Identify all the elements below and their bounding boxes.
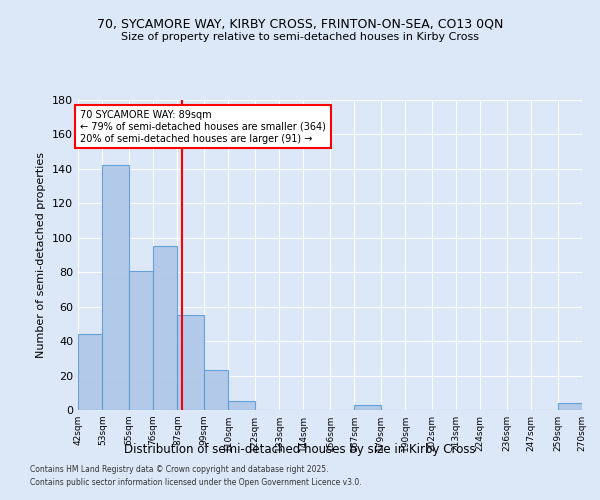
Y-axis label: Number of semi-detached properties: Number of semi-detached properties [37, 152, 46, 358]
Text: Size of property relative to semi-detached houses in Kirby Cross: Size of property relative to semi-detach… [121, 32, 479, 42]
Bar [355, 405, 381, 410]
Text: Distribution of semi-detached houses by size in Kirby Cross: Distribution of semi-detached houses by … [124, 442, 476, 456]
Bar [153, 246, 178, 410]
Bar [78, 334, 103, 410]
Bar [129, 270, 153, 410]
Bar [103, 166, 129, 410]
Text: Contains public sector information licensed under the Open Government Licence v3: Contains public sector information licen… [30, 478, 362, 487]
Text: 70 SYCAMORE WAY: 89sqm
← 79% of semi-detached houses are smaller (364)
20% of se: 70 SYCAMORE WAY: 89sqm ← 79% of semi-det… [80, 110, 326, 144]
Bar [557, 403, 582, 410]
Bar [178, 316, 204, 410]
Bar [204, 370, 229, 410]
Text: Contains HM Land Registry data © Crown copyright and database right 2025.: Contains HM Land Registry data © Crown c… [30, 466, 329, 474]
Bar [229, 402, 255, 410]
Text: 70, SYCAMORE WAY, KIRBY CROSS, FRINTON-ON-SEA, CO13 0QN: 70, SYCAMORE WAY, KIRBY CROSS, FRINTON-O… [97, 18, 503, 30]
